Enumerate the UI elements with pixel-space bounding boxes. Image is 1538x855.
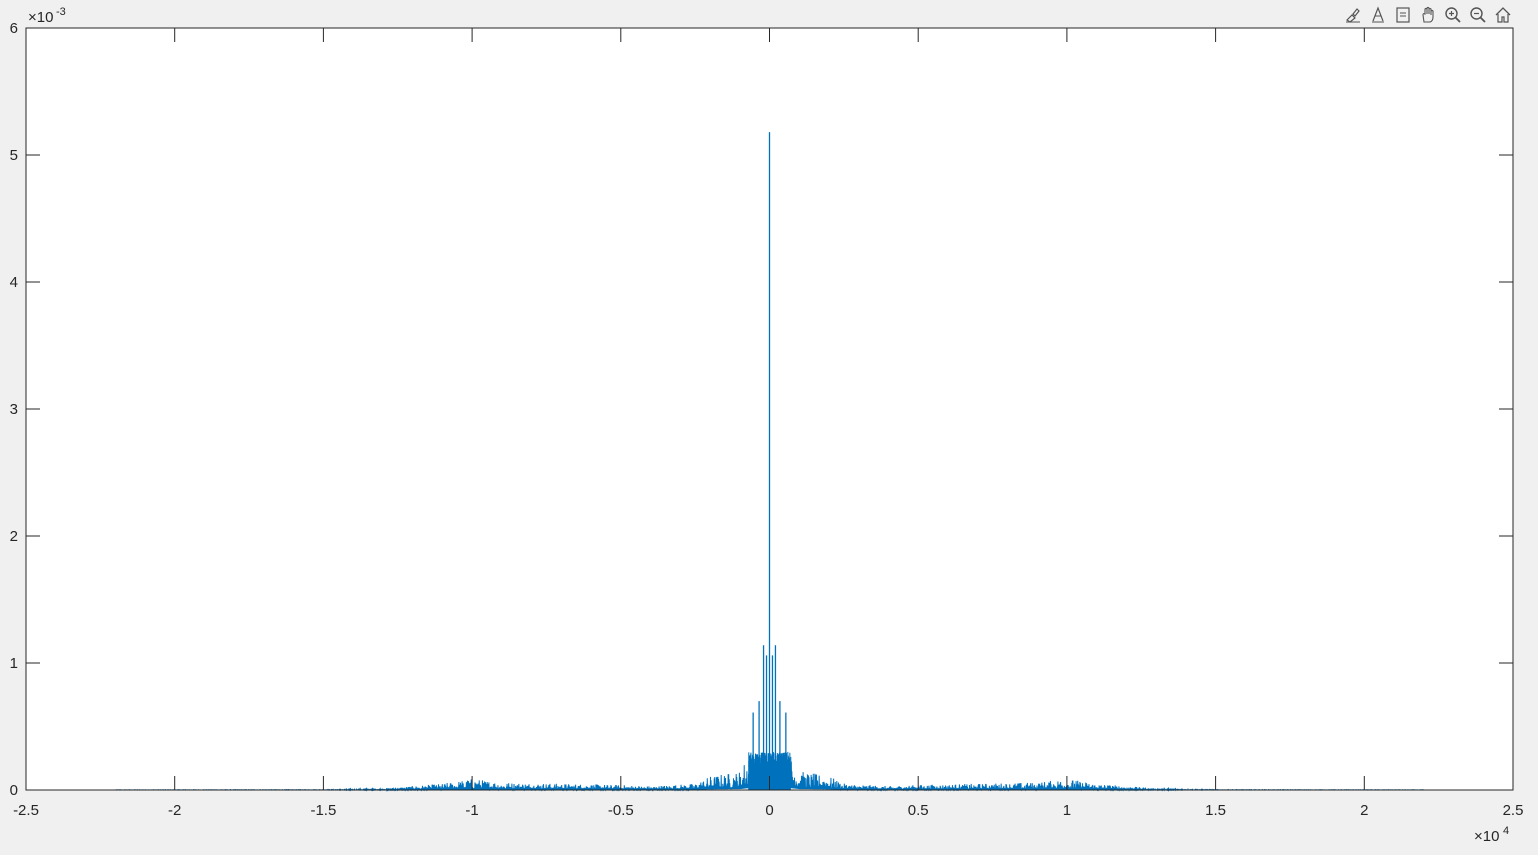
x-tick-label: -0.5 xyxy=(608,802,634,819)
y-tick-label: 6 xyxy=(10,20,18,37)
brush-icon[interactable] xyxy=(1341,4,1364,26)
data-tips-icon[interactable] xyxy=(1366,4,1389,26)
x-tick-label: 1 xyxy=(1063,802,1071,819)
x-tick-label: 1.5 xyxy=(1205,802,1226,819)
x-tick-label: 2.5 xyxy=(1503,802,1524,819)
x-exponent-label: ×10 4 xyxy=(1474,825,1509,845)
x-tick-label: -1.5 xyxy=(310,802,336,819)
axes-toolbar xyxy=(1341,3,1514,27)
x-tick-label: 2 xyxy=(1360,802,1368,819)
pan-hand-icon[interactable] xyxy=(1416,4,1439,26)
y-tick-label: 2 xyxy=(10,528,18,545)
tick-label-layer: -2.5 -2 -1.5 -1 -0.5 0 0.5 1 1.5 2 2.5 0 1 2 3 4 5 6 xyxy=(10,20,1524,819)
y-exponent-label: ×10 -3 xyxy=(28,6,66,26)
restore-view-icon[interactable] xyxy=(1391,4,1414,26)
y-tick-label: 1 xyxy=(10,655,18,672)
y-tick-label: 5 xyxy=(10,147,18,164)
y-tick-label: 3 xyxy=(10,401,18,418)
axes-box xyxy=(25,27,1514,791)
zoom-in-icon[interactable] xyxy=(1441,4,1464,26)
y-tick-label: 4 xyxy=(10,274,18,291)
svg-text:×10: ×10 xyxy=(1474,828,1499,845)
x-tick-label: 0.5 xyxy=(908,802,929,819)
x-tick-label: -2 xyxy=(168,802,181,819)
svg-text:×10: ×10 xyxy=(28,9,53,26)
x-tick-label: 0 xyxy=(765,802,773,819)
home-icon[interactable] xyxy=(1491,4,1514,26)
y-tick-label: 0 xyxy=(10,782,18,799)
svg-text:4: 4 xyxy=(1503,825,1509,837)
svg-text:-3: -3 xyxy=(56,6,66,18)
x-tick-label: -2.5 xyxy=(13,802,39,819)
zoom-out-icon[interactable] xyxy=(1466,4,1489,26)
x-tick-label: -1 xyxy=(465,802,478,819)
